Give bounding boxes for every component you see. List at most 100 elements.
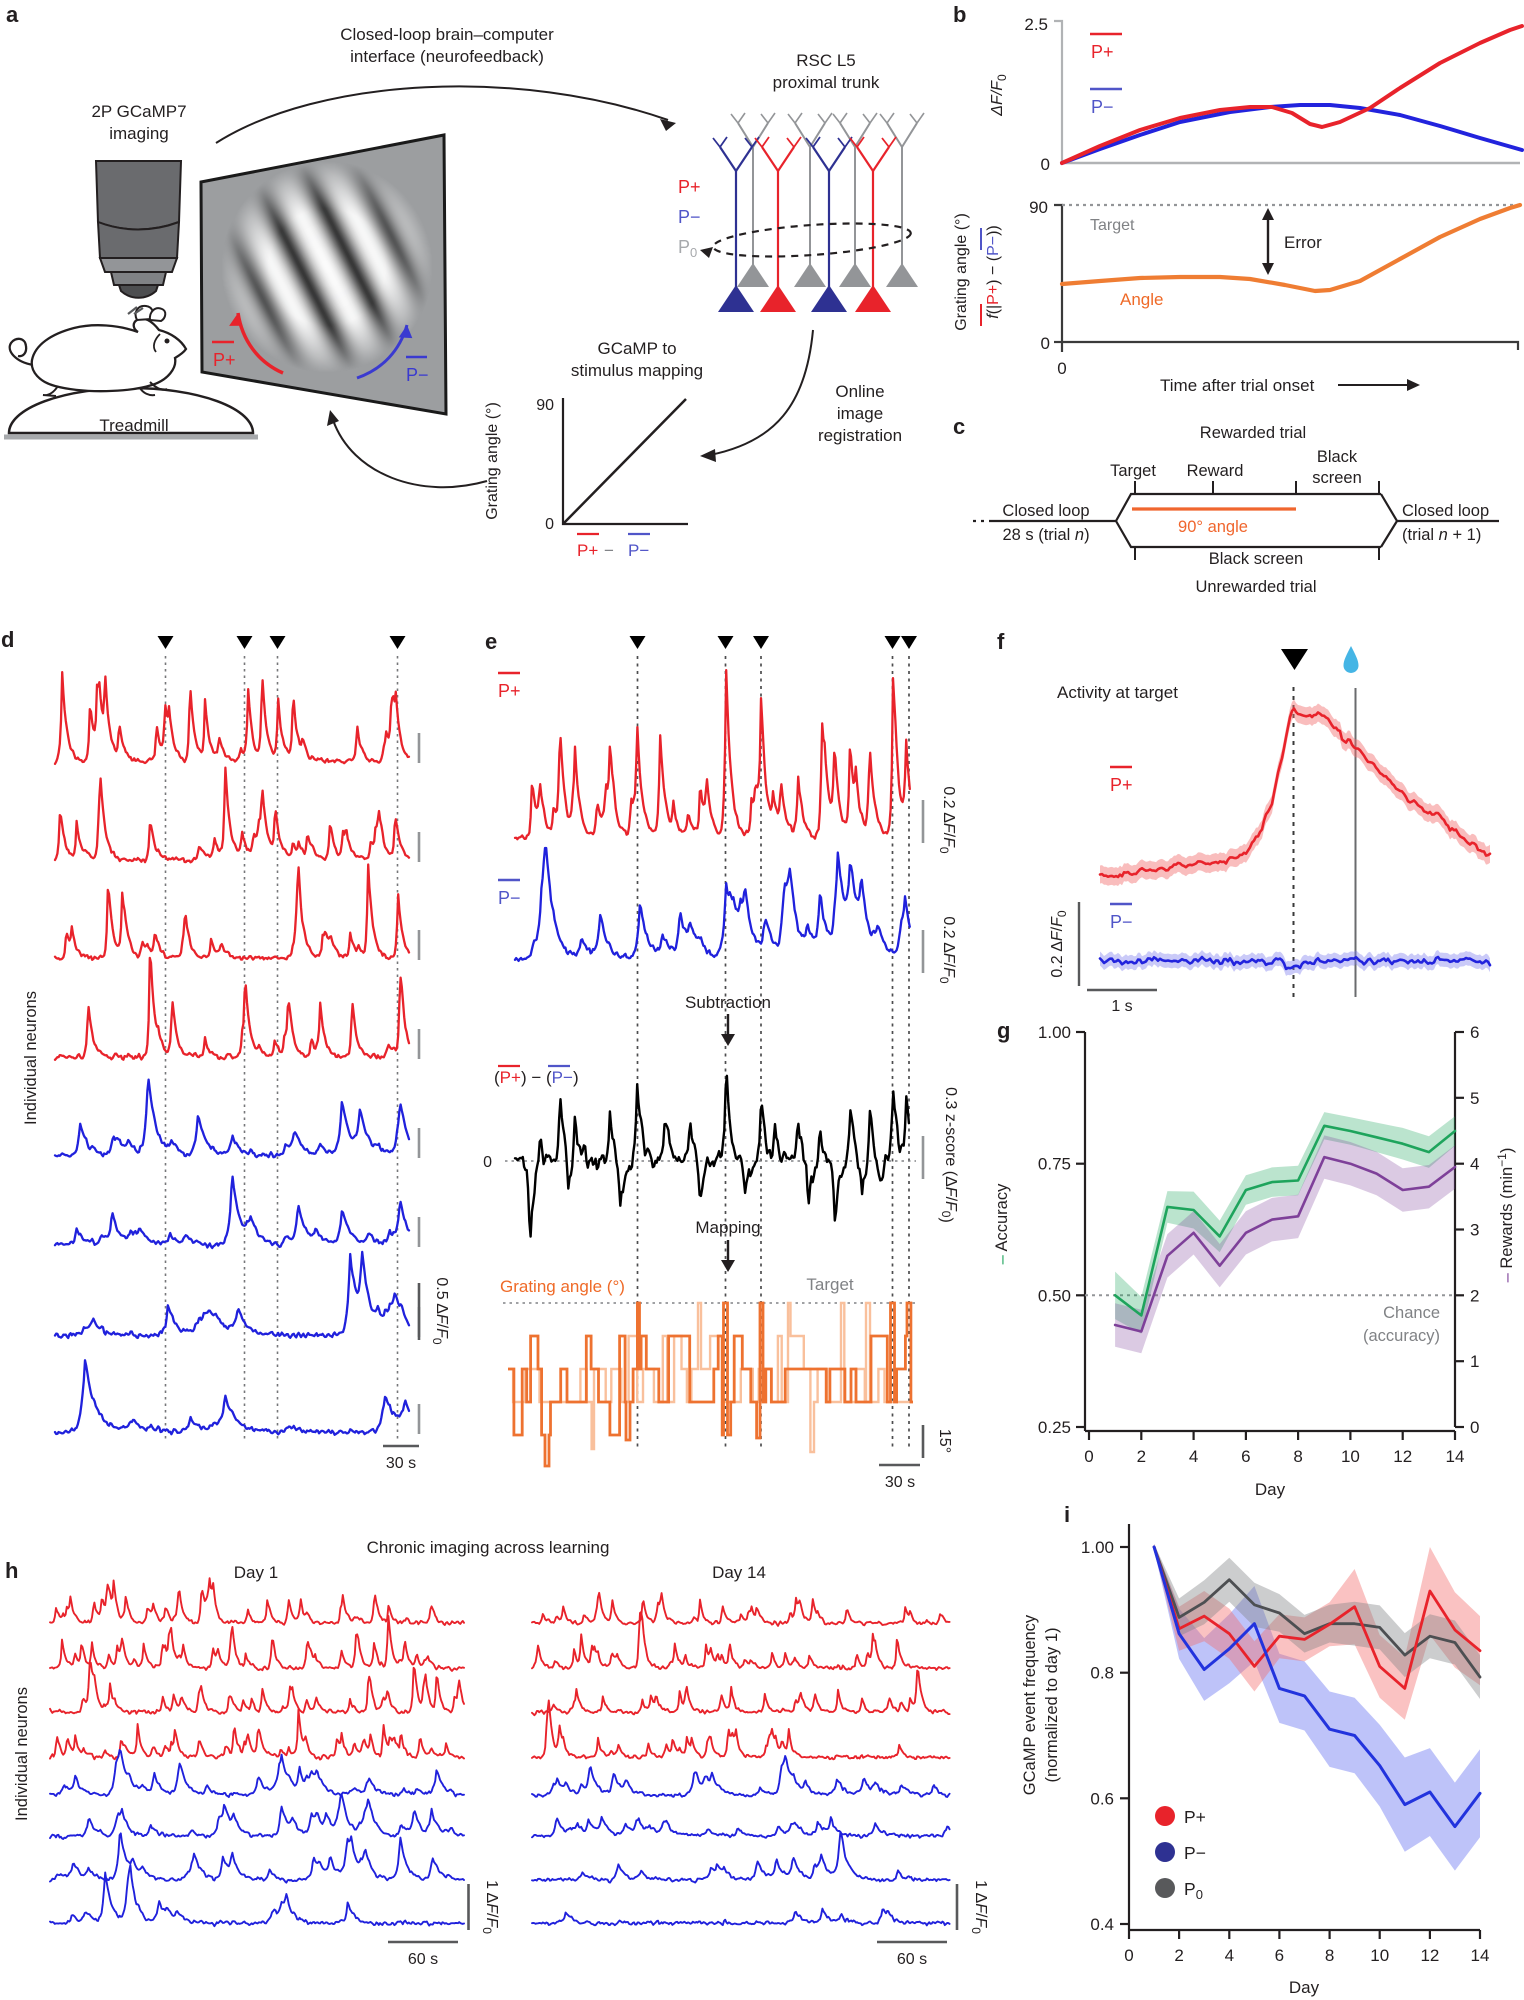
svg-text:5: 5 xyxy=(1470,1089,1479,1108)
svg-text:P−: P− xyxy=(406,365,429,385)
svg-text:Grating angle (°): Grating angle (°) xyxy=(484,402,501,520)
svg-text:0.6: 0.6 xyxy=(1090,1789,1114,1808)
svg-text:Black screen: Black screen xyxy=(1209,550,1303,568)
svg-text:P−: P− xyxy=(1184,1843,1206,1863)
svg-text:P−: P− xyxy=(1110,912,1133,932)
svg-text:ΔF/F0: ΔF/F0 xyxy=(989,74,1009,117)
svg-text:0.2 ΔF/F0: 0.2 ΔF/F0 xyxy=(937,916,957,984)
svg-text:0.4: 0.4 xyxy=(1090,1915,1114,1934)
svg-text:30 s: 30 s xyxy=(386,1455,416,1472)
svg-text:15°: 15° xyxy=(936,1429,953,1453)
svg-text:(trial n + 1): (trial n + 1) xyxy=(1402,526,1481,544)
svg-text:h: h xyxy=(5,1558,18,1583)
svg-text:Closed-loop brain–computer: Closed-loop brain–computer xyxy=(340,25,554,44)
svg-text:Reward: Reward xyxy=(1187,462,1244,480)
svg-text:RSC L5: RSC L5 xyxy=(796,51,856,70)
svg-text:1 s: 1 s xyxy=(1111,998,1132,1015)
svg-text:6: 6 xyxy=(1275,1946,1284,1965)
svg-text:f: f xyxy=(997,629,1005,654)
svg-text:P+: P+ xyxy=(213,350,236,370)
svg-text:Error: Error xyxy=(1284,233,1322,252)
svg-text:14: 14 xyxy=(1446,1447,1465,1466)
svg-text:10: 10 xyxy=(1370,1946,1389,1965)
svg-text:30 s: 30 s xyxy=(885,1474,915,1491)
svg-text:0: 0 xyxy=(1041,155,1050,174)
svg-text:90: 90 xyxy=(536,397,554,414)
svg-text:8: 8 xyxy=(1293,1447,1302,1466)
svg-text:1 ΔF/F0: 1 ΔF/F0 xyxy=(480,1880,500,1934)
svg-text:1.00: 1.00 xyxy=(1081,1538,1114,1557)
svg-text:0: 0 xyxy=(1041,334,1050,353)
svg-text:e: e xyxy=(485,629,497,654)
svg-text:Mapping: Mapping xyxy=(695,1218,760,1237)
svg-text:P−: P− xyxy=(1091,97,1114,117)
svg-text:Chronic imaging across learnin: Chronic imaging across learning xyxy=(367,1538,610,1557)
svg-text:0.75: 0.75 xyxy=(1038,1155,1071,1174)
svg-text:90° angle: 90° angle xyxy=(1178,518,1248,536)
svg-text:Activity at target: Activity at target xyxy=(1057,683,1178,702)
svg-text:Time after trial onset: Time after trial onset xyxy=(1160,376,1315,395)
svg-text:registration: registration xyxy=(818,426,902,445)
svg-text:0: 0 xyxy=(545,516,554,533)
svg-text:g: g xyxy=(997,1018,1010,1043)
svg-text:1 ΔF/F0: 1 ΔF/F0 xyxy=(969,1880,989,1934)
svg-text:2: 2 xyxy=(1137,1447,1146,1466)
svg-text:0.2 ΔF/F0: 0.2 ΔF/F0 xyxy=(1049,910,1069,978)
svg-text:Grating angle (°): Grating angle (°) xyxy=(953,213,970,331)
svg-text:2P GCaMP7: 2P GCaMP7 xyxy=(91,102,186,121)
svg-text:Online: Online xyxy=(835,382,884,401)
svg-text:0.3 z-score (ΔF/F0): 0.3 z-score (ΔF/F0) xyxy=(938,1087,959,1223)
svg-text:Unrewarded trial: Unrewarded trial xyxy=(1195,578,1316,596)
svg-text:P+: P+ xyxy=(498,681,521,701)
svg-text:(normalized to day 1): (normalized to day 1) xyxy=(1043,1628,1061,1783)
svg-text:stimulus mapping: stimulus mapping xyxy=(571,361,703,380)
svg-text:90: 90 xyxy=(1029,198,1048,217)
svg-text:2.5: 2.5 xyxy=(1024,15,1048,34)
svg-text:Day 14: Day 14 xyxy=(712,1563,766,1582)
svg-text:0.8: 0.8 xyxy=(1090,1664,1114,1683)
svg-text:Treadmill: Treadmill xyxy=(99,416,168,435)
svg-text:Rewarded trial: Rewarded trial xyxy=(1200,424,1306,442)
svg-text:Closed loop: Closed loop xyxy=(1402,502,1489,520)
svg-text:Day 1: Day 1 xyxy=(234,1563,278,1582)
svg-text:28 s (trial n): 28 s (trial n) xyxy=(1002,526,1089,544)
svg-text:0: 0 xyxy=(483,1154,492,1171)
svg-text:4: 4 xyxy=(1470,1155,1479,1174)
svg-text:0: 0 xyxy=(1124,1946,1133,1965)
svg-text:12: 12 xyxy=(1393,1447,1412,1466)
svg-text:imaging: imaging xyxy=(109,124,169,143)
svg-text:Day: Day xyxy=(1255,1480,1286,1499)
svg-text:4: 4 xyxy=(1225,1946,1234,1965)
svg-text:0.5 ΔF/F0: 0.5 ΔF/F0 xyxy=(430,1277,450,1345)
svg-text:Black: Black xyxy=(1317,448,1358,466)
svg-text:4: 4 xyxy=(1189,1447,1198,1466)
svg-text:0.25: 0.25 xyxy=(1038,1418,1071,1437)
svg-text:Closed loop: Closed loop xyxy=(1002,502,1089,520)
svg-text:P−: P− xyxy=(498,888,521,908)
svg-text:6: 6 xyxy=(1241,1447,1250,1466)
svg-text:image: image xyxy=(837,404,883,423)
svg-text:Target: Target xyxy=(1090,217,1135,234)
svg-text:P+: P+ xyxy=(678,177,701,197)
svg-text:Individual neurons: Individual neurons xyxy=(22,991,40,1125)
svg-text:1.00: 1.00 xyxy=(1038,1023,1071,1042)
svg-text:Target: Target xyxy=(1110,462,1156,480)
svg-text:P0: P0 xyxy=(1184,1879,1203,1902)
svg-text:8: 8 xyxy=(1325,1946,1334,1965)
svg-text:2: 2 xyxy=(1470,1286,1479,1305)
svg-text:0: 0 xyxy=(1057,359,1066,378)
svg-text:screen: screen xyxy=(1312,469,1362,487)
svg-text:Grating angle (°): Grating angle (°) xyxy=(500,1277,625,1296)
svg-text:60 s: 60 s xyxy=(897,1951,927,1968)
svg-text:P−: P− xyxy=(628,541,649,560)
svg-text:6: 6 xyxy=(1470,1023,1479,1042)
svg-text:P0: P0 xyxy=(678,237,697,260)
svg-text:1: 1 xyxy=(1470,1352,1479,1371)
svg-text:P−: P− xyxy=(678,207,701,227)
svg-text:P+: P+ xyxy=(1091,42,1114,62)
svg-text:d: d xyxy=(1,627,14,652)
svg-text:(accuracy): (accuracy) xyxy=(1363,1327,1440,1345)
svg-text:– Rewards (min−1): – Rewards (min−1) xyxy=(1495,1148,1516,1283)
svg-text:Individual neurons: Individual neurons xyxy=(13,1687,31,1821)
svg-text:a: a xyxy=(6,2,19,27)
